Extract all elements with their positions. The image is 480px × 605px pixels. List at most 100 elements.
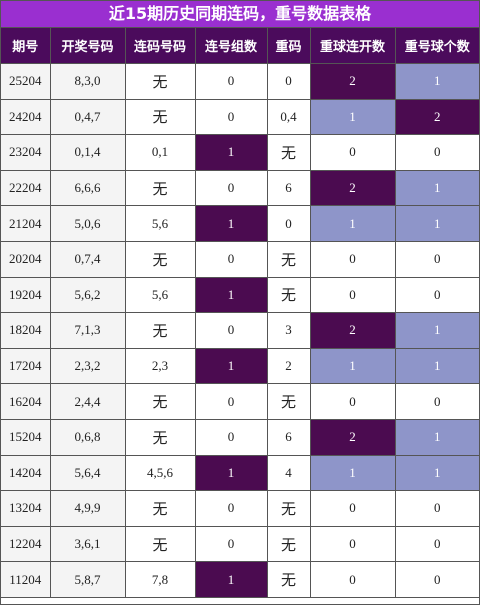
table-cell: 1 bbox=[194, 276, 268, 314]
table-cell: 无 bbox=[266, 276, 311, 314]
column-header: 连号组数 bbox=[194, 28, 268, 64]
table-cell: 0 bbox=[194, 98, 268, 136]
table-cell: 1 bbox=[309, 347, 396, 385]
column-header: 期号 bbox=[1, 28, 51, 64]
table-cell: 25204 bbox=[1, 63, 51, 100]
table-cell: 无 bbox=[266, 134, 311, 171]
table-cell: 3,6,1 bbox=[49, 525, 126, 563]
table-cell: 1 bbox=[309, 98, 396, 136]
table-cell: 1 bbox=[309, 205, 396, 242]
table-cell: 1 bbox=[394, 312, 479, 349]
table-cell: 19204 bbox=[1, 276, 51, 314]
table-cell: 2 bbox=[394, 98, 479, 136]
table-cell: 1 bbox=[394, 205, 479, 242]
table-cell: 无 bbox=[266, 525, 311, 563]
table-cell: 0 bbox=[394, 240, 479, 278]
table-cell: 12204 bbox=[1, 525, 51, 563]
table-cell: 6 bbox=[266, 169, 311, 207]
table-cell: 13204 bbox=[1, 490, 51, 527]
table-title: 近15期历史同期连码，重号数据表格 bbox=[1, 1, 479, 28]
table-cell: 18204 bbox=[1, 312, 51, 349]
table-cell: 0 bbox=[394, 561, 479, 598]
table-cell: 0,4,7 bbox=[49, 98, 126, 136]
table-cell: 5,6 bbox=[124, 205, 196, 242]
table-row: 11204 5,8,7 7,8 1 无 0 0 bbox=[1, 561, 479, 598]
table-cell: 无 bbox=[124, 490, 196, 527]
table-cell: 14204 bbox=[1, 454, 51, 492]
table-row: 19204 5,6,2 5,6 1 无 0 0 bbox=[1, 276, 479, 314]
table-cell: 无 bbox=[124, 312, 196, 349]
table-cell: 20204 bbox=[1, 240, 51, 278]
table-cell: 0 bbox=[309, 525, 396, 563]
table-cell: 0 bbox=[309, 134, 396, 171]
table-row: 12204 3,6,1 无 0 无 0 0 bbox=[1, 525, 479, 563]
table-cell: 无 bbox=[266, 240, 311, 278]
table-row: 18204 7,1,3 无 0 3 2 1 bbox=[1, 312, 479, 349]
table-cell: 2,3,2 bbox=[49, 347, 126, 385]
table-cell: 0,6,8 bbox=[49, 418, 126, 456]
table-row: 13204 4,9,9 无 0 无 0 0 bbox=[1, 490, 479, 527]
table-cell: 2,4,4 bbox=[49, 383, 126, 420]
table-row: 25204 8,3,0 无 0 0 2 1 bbox=[1, 63, 479, 100]
table-cell: 0,4 bbox=[266, 98, 311, 136]
table-cell: 无 bbox=[124, 383, 196, 420]
table-cell: 无 bbox=[124, 169, 196, 207]
table-cell: 17204 bbox=[1, 347, 51, 385]
table-cell: 0 bbox=[266, 63, 311, 100]
table-cell: 无 bbox=[266, 490, 311, 527]
table-cell: 2 bbox=[309, 312, 396, 349]
table-cell: 16204 bbox=[1, 383, 51, 420]
table-cell: 21204 bbox=[1, 205, 51, 242]
table-cell: 2 bbox=[266, 347, 311, 385]
table-cell: 5,8,7 bbox=[49, 561, 126, 598]
table-row: 17204 2,3,2 2,3 1 2 1 1 bbox=[1, 347, 479, 385]
table-cell: 无 bbox=[266, 383, 311, 420]
table-row: 14204 5,6,4 4,5,6 1 4 1 1 bbox=[1, 454, 479, 492]
table-cell: 无 bbox=[124, 240, 196, 278]
table-cell: 1 bbox=[194, 134, 268, 171]
table-cell: 5,6 bbox=[124, 276, 196, 314]
table-cell: 无 bbox=[266, 561, 311, 598]
table-cell: 0 bbox=[309, 561, 396, 598]
table-cell: 23204 bbox=[1, 134, 51, 171]
table-cell: 6,6,6 bbox=[49, 169, 126, 207]
table-cell: 0 bbox=[194, 383, 268, 420]
table-cell: 0 bbox=[309, 240, 396, 278]
table-cell: 5,0,6 bbox=[49, 205, 126, 242]
table-cell: 0 bbox=[194, 63, 268, 100]
table-cell: 1 bbox=[394, 169, 479, 207]
table-cell: 1 bbox=[394, 454, 479, 492]
table-cell: 4,9,9 bbox=[49, 490, 126, 527]
table-cell: 0 bbox=[394, 525, 479, 563]
table-cell: 4 bbox=[266, 454, 311, 492]
table-cell: 0,7,4 bbox=[49, 240, 126, 278]
table-cell: 无 bbox=[124, 418, 196, 456]
table-cell: 6 bbox=[266, 418, 311, 456]
table-cell: 1 bbox=[394, 418, 479, 456]
table-cell: 11204 bbox=[1, 561, 51, 598]
table-cell: 0,1 bbox=[124, 134, 196, 171]
column-header: 重码 bbox=[266, 28, 311, 64]
table-cell: 无 bbox=[124, 525, 196, 563]
table-cell: 24204 bbox=[1, 98, 51, 136]
table-cell: 1 bbox=[394, 347, 479, 385]
table-row: 22204 6,6,6 无 0 6 2 1 bbox=[1, 169, 479, 207]
table-cell: 0,1,4 bbox=[49, 134, 126, 171]
column-header: 开奖号码 bbox=[49, 28, 126, 64]
table-cell: 0 bbox=[194, 525, 268, 563]
table-cell: 0 bbox=[194, 169, 268, 207]
table-row: 21204 5,0,6 5,6 1 0 1 1 bbox=[1, 205, 479, 242]
table-cell: 0 bbox=[309, 490, 396, 527]
table-cell: 0 bbox=[194, 240, 268, 278]
table-row: 20204 0,7,4 无 0 无 0 0 bbox=[1, 240, 479, 278]
table-cell: 5,6,2 bbox=[49, 276, 126, 314]
table-cell: 1 bbox=[194, 347, 268, 385]
table-cell: 0 bbox=[394, 134, 479, 171]
table-cell: 22204 bbox=[1, 169, 51, 207]
table-cell: 0 bbox=[194, 312, 268, 349]
table-row: 23204 0,1,4 0,1 1 无 0 0 bbox=[1, 134, 479, 171]
table-cell: 2 bbox=[309, 418, 396, 456]
table-cell: 7,8 bbox=[124, 561, 196, 598]
table-cell: 0 bbox=[394, 276, 479, 314]
column-header: 重号球个数 bbox=[394, 28, 479, 64]
